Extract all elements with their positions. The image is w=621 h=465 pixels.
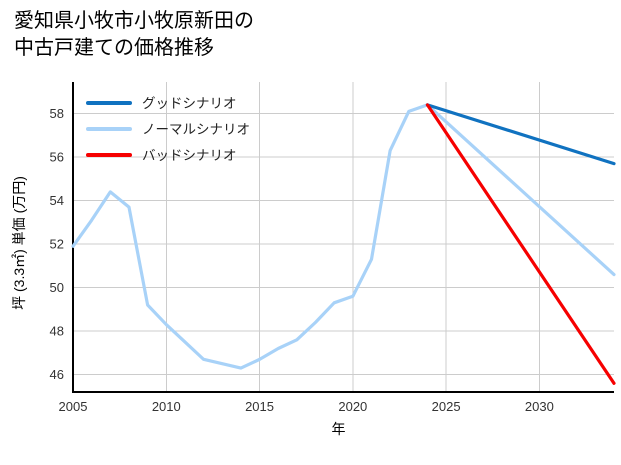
x-tick-label: 2015 [245, 399, 274, 414]
y-tick-label: 52 [50, 237, 64, 252]
x-tick-label: 2025 [432, 399, 461, 414]
x-axis-title: 年 [332, 421, 346, 437]
series-line-ノーマルシナリオ [71, 103, 616, 370]
x-tick-label: 2020 [338, 399, 367, 414]
x-tick-label: 2030 [525, 399, 554, 414]
y-axis-title: 坪 (3.3㎡) 単価 (万円) [11, 176, 27, 310]
y-tick-label: 50 [50, 280, 64, 295]
y-tick-label: 54 [50, 193, 64, 208]
y-tick-label: 46 [50, 367, 64, 382]
legend-label-1: ノーマルシナリオ [142, 122, 250, 137]
legend-label-0: グッドシナリオ [142, 96, 237, 111]
x-tick-label: 2010 [152, 399, 181, 414]
series-line-グッドシナリオ [425, 103, 616, 166]
page-title: 愛知県小牧市小牧原新田の 中古戸建ての価格推移 [14, 10, 254, 59]
y-tick-label: 58 [50, 106, 64, 121]
y-tick-label: 48 [50, 324, 64, 339]
legend-label-2: バッドシナリオ [142, 148, 237, 163]
x-tick-label: 2005 [59, 399, 88, 414]
series-line-バッドシナリオ [425, 103, 616, 385]
y-tick-label: 56 [50, 150, 64, 165]
